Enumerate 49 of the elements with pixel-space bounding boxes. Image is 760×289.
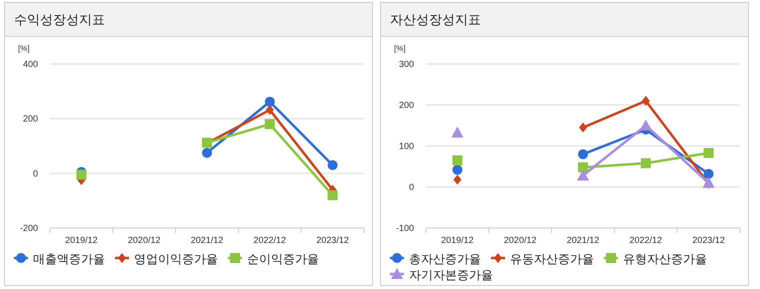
y-tick-label: -200 [20, 223, 38, 233]
x-tick-label: 2021/12 [566, 235, 600, 245]
y-tick-label: 300 [398, 59, 414, 69]
point [640, 158, 651, 168]
x-tick-label: 2019/12 [65, 235, 98, 245]
y-tick-label: 200 [398, 100, 414, 110]
point [452, 155, 462, 166]
y-tick-label: 0 [32, 168, 38, 178]
y-tick-label: 200 [22, 114, 38, 124]
x-tick-label: 2022/12 [630, 235, 662, 245]
x-tick-label: 2023/12 [316, 235, 349, 245]
y-tick-label: -100 [396, 223, 414, 233]
point [328, 160, 338, 170]
x-tick-label: 2020/12 [128, 235, 160, 245]
legend-label: 순이익증가율 [247, 252, 319, 266]
chart-title: 수익성장성지표 [14, 12, 105, 27]
x-tick-label: 2020/12 [504, 235, 536, 245]
point [704, 148, 714, 158]
legend-label: 유동자산증가율 [510, 252, 594, 266]
point [266, 104, 274, 115]
point [452, 164, 462, 175]
point [202, 148, 212, 158]
point [579, 122, 587, 133]
x-tick-label: 2022/12 [254, 235, 286, 245]
legend-label: 영업이익증가율 [134, 252, 218, 266]
legend-label: 총자산증가율 [409, 252, 481, 266]
point [451, 126, 464, 138]
point [264, 96, 275, 107]
y-tick-label: 0 [408, 182, 414, 192]
point [328, 190, 338, 200]
x-tick-label: 2023/12 [692, 235, 725, 245]
chart-title: 자산성장성지표 [390, 12, 481, 27]
x-tick-label: 2021/12 [190, 235, 224, 245]
x-tick-label: 2019/12 [441, 235, 474, 245]
y-tick-label: 400 [22, 59, 38, 69]
point [76, 170, 86, 180]
point [704, 168, 714, 179]
point [577, 170, 589, 181]
point [453, 174, 462, 185]
legend-label: 매출액증가율 [33, 252, 105, 266]
point [642, 96, 650, 106]
legend-label: 자기자본증가율 [409, 268, 493, 282]
point [264, 119, 275, 130]
legend-label: 유형자산증가율 [623, 252, 707, 266]
y-axis-title: [%] [394, 44, 406, 53]
y-tick-label: 100 [398, 141, 414, 151]
y-axis-title: [%] [18, 44, 30, 53]
point [578, 162, 588, 172]
point [578, 149, 588, 160]
